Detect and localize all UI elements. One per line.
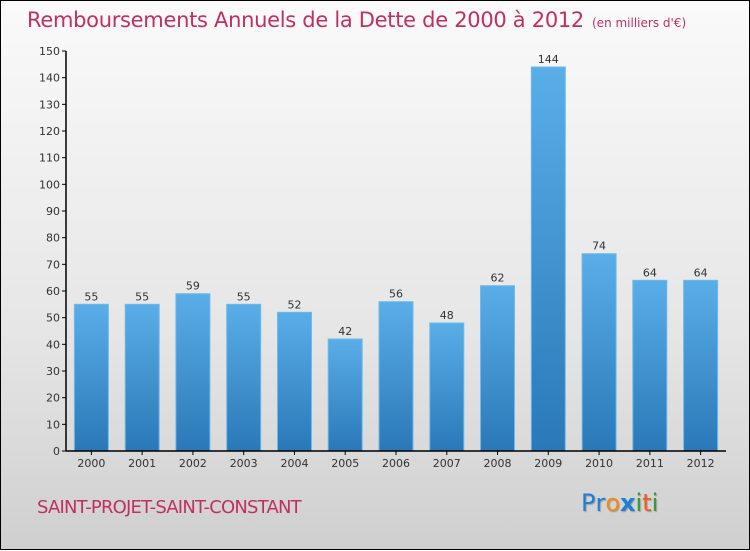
y-tick-label-120: 120	[39, 125, 60, 138]
data-label-2004: 52	[287, 298, 301, 311]
y-tick-label-50: 50	[46, 312, 60, 325]
bar-2002	[175, 293, 211, 452]
chart-title-text: Remboursements Annuels de la Dette de 20…	[27, 8, 584, 32]
logo-letter: i	[651, 489, 659, 517]
data-label-2012: 64	[694, 266, 708, 279]
data-label-2005: 42	[338, 325, 352, 338]
bar-2004	[277, 311, 312, 452]
unit-note: (en milliers d'€)	[592, 16, 687, 30]
proxiti-logo[interactable]: Proxiti	[581, 489, 658, 517]
x-tick-label-2006: 2006	[382, 457, 410, 470]
y-tick-label-110: 110	[39, 152, 60, 165]
data-label-2001: 55	[135, 290, 149, 303]
x-axis: 2000 2001 2002 2003 2004 2005 2006 2007 2008 2009…	[66, 450, 726, 470]
y-tick-label-30: 30	[46, 365, 60, 378]
y-tick-label-20: 20	[46, 392, 60, 405]
x-tick-label-2012: 2012	[687, 457, 715, 470]
x-tick-label-2009: 2009	[534, 457, 562, 470]
bars-group: 55 55 59 55 52 42 56 48 62 144 74 64 64	[73, 53, 719, 452]
commune-name: SAINT-PROJET-SAINT-CONSTANT	[37, 497, 302, 518]
y-axis: 0 10 20 30 40 50 60 70 80 90 100 110 120 130 140 150	[39, 45, 67, 458]
data-label-2007: 48	[440, 309, 454, 322]
data-label-2003: 55	[237, 290, 251, 303]
y-tick-label-140: 140	[39, 72, 60, 85]
y-tick-label-130: 130	[39, 98, 60, 111]
y-tick-label-60: 60	[46, 285, 60, 298]
x-tick-label-2010: 2010	[585, 457, 613, 470]
data-label-2008: 62	[491, 272, 505, 285]
bar-2008	[480, 285, 515, 452]
logo-letter: r	[595, 489, 606, 517]
logo-letter: o	[605, 489, 621, 517]
x-tick-label-2002: 2002	[179, 457, 207, 470]
y-tick-label-100: 100	[39, 178, 60, 191]
x-tick-label-2008: 2008	[484, 457, 512, 470]
bar-2005	[327, 338, 363, 452]
data-label-2006: 56	[389, 288, 403, 301]
bar-2000	[73, 303, 109, 452]
bar-2003	[226, 303, 262, 452]
bar-2001	[124, 303, 160, 452]
x-tick-label-2001: 2001	[128, 457, 156, 470]
logo-letter: x	[620, 489, 636, 517]
y-tick-label-150: 150	[39, 45, 60, 58]
data-label-2011: 64	[643, 266, 657, 279]
y-tick-label-80: 80	[46, 232, 60, 245]
bar-2012	[683, 279, 719, 452]
chart-title: Remboursements Annuels de la Dette de 20…	[27, 8, 686, 32]
data-label-2000: 55	[84, 290, 98, 303]
x-tick-label-2003: 2003	[230, 457, 258, 470]
y-tick-label-40: 40	[46, 338, 60, 351]
x-tick-label-2000: 2000	[77, 457, 105, 470]
x-tick-label-2007: 2007	[433, 457, 461, 470]
logo-letter: P	[581, 489, 596, 517]
logo-letter: i	[635, 489, 643, 517]
data-label-2002: 59	[186, 280, 200, 293]
data-label-2010: 74	[592, 240, 606, 253]
y-tick-label-0: 0	[53, 445, 60, 458]
x-tick-label-2005: 2005	[331, 457, 359, 470]
y-tick-label-10: 10	[46, 418, 60, 431]
data-label-2009: 144	[538, 53, 559, 66]
bar-2010	[581, 253, 617, 452]
y-tick-label-90: 90	[46, 205, 60, 218]
logo-letter: t	[642, 489, 652, 517]
y-tick-label-70: 70	[46, 258, 60, 271]
x-tick-label-2004: 2004	[280, 457, 308, 470]
bar-2009	[530, 66, 566, 452]
bar-2007	[429, 322, 465, 452]
x-tick-label-2011: 2011	[636, 457, 664, 470]
bar-2006	[378, 301, 414, 452]
bar-2011	[632, 279, 668, 452]
